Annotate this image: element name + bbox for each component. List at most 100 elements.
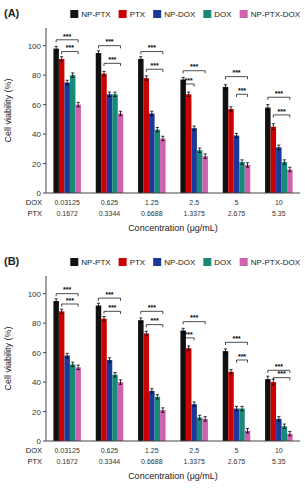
significance-label: ***	[277, 370, 285, 377]
significance-bracket	[141, 311, 163, 314]
error-bar	[240, 160, 243, 164]
y-tick	[43, 382, 46, 383]
legend-item: NP-PTX-DOX	[240, 10, 301, 19]
error-bar	[283, 424, 286, 428]
error-bar	[266, 376, 269, 382]
significance-label: ***	[105, 291, 113, 298]
category-label: 0.625	[101, 199, 119, 206]
legend-label: DOX	[214, 10, 232, 19]
legend-swatch	[203, 10, 211, 18]
category-label: 5	[235, 199, 239, 206]
significance-bracket	[237, 94, 248, 97]
significance-label: ***	[66, 297, 74, 304]
legend-label: NP-PTX-DOX	[251, 10, 301, 19]
y-tick-label: 20	[32, 160, 41, 169]
significance-bracket	[268, 97, 290, 100]
significance-bracket	[183, 84, 194, 87]
bar	[265, 379, 271, 441]
significance-bracket	[62, 304, 79, 307]
legend-label: NP-PTX	[81, 258, 111, 267]
bar	[239, 409, 245, 441]
significance-label: ***	[190, 314, 198, 321]
significance-label: ***	[275, 363, 283, 370]
error-bar	[139, 57, 142, 61]
bar	[138, 59, 144, 193]
significance-label: ***	[238, 87, 246, 94]
bar	[228, 109, 234, 193]
significance-bracket	[56, 40, 78, 43]
bar	[70, 75, 76, 193]
legend-label: NP-DOX	[164, 10, 196, 19]
category-row-label: DOX	[26, 446, 42, 455]
legend-item: DOX	[203, 10, 232, 19]
y-tick-label: 60	[32, 349, 41, 358]
category-label: 2.5	[189, 199, 199, 206]
significance-bracket	[146, 325, 163, 328]
category-label: 2.5	[189, 447, 199, 454]
significance-bracket	[104, 311, 121, 314]
category-label: 5.35	[272, 458, 286, 465]
panel-title: (B)	[4, 255, 20, 267]
error-bar	[150, 389, 153, 393]
y-tick	[43, 45, 46, 46]
significance-label: ***	[63, 286, 71, 293]
error-bar	[235, 406, 238, 410]
error-bar	[193, 402, 196, 406]
bar	[287, 169, 293, 193]
error-bar	[119, 111, 122, 115]
significance-label: ***	[150, 62, 158, 69]
category-label: 2.675	[228, 458, 246, 465]
y-tick	[43, 293, 46, 294]
y-axis-line	[46, 28, 47, 193]
error-bar	[102, 71, 105, 75]
error-bar	[246, 163, 249, 167]
category-label: 0.3344	[99, 458, 121, 465]
bar	[107, 94, 113, 193]
bar	[191, 128, 197, 193]
bar	[197, 150, 203, 193]
significance-bracket	[104, 63, 121, 66]
bar	[271, 382, 277, 441]
error-bar	[204, 154, 207, 158]
y-tick-label: 40	[32, 130, 41, 139]
error-bar	[113, 92, 116, 96]
error-bar	[288, 167, 291, 171]
significance-bracket	[98, 298, 120, 301]
error-bar	[77, 365, 80, 369]
bar	[186, 94, 192, 193]
error-bar	[272, 124, 275, 130]
bar	[75, 105, 81, 193]
x-axis-line	[46, 441, 300, 442]
category-label: 1.25	[145, 447, 159, 454]
error-bar	[145, 331, 148, 335]
significance-label: ***	[66, 44, 74, 51]
error-bar	[204, 417, 207, 421]
bar	[265, 108, 271, 193]
panel: (B)020406080100Cell viability (%)DOX0.03…	[3, 255, 301, 481]
bar	[155, 397, 161, 441]
significance-bracket	[237, 360, 248, 363]
significance-label: ***	[185, 331, 193, 338]
bar	[70, 364, 76, 441]
bar	[53, 49, 59, 193]
category-row-label: PTX	[27, 209, 42, 218]
bar	[53, 301, 59, 441]
bar	[239, 162, 245, 193]
bar	[101, 74, 107, 193]
error-bar	[193, 126, 196, 130]
significance-bracket	[183, 322, 205, 325]
y-tick-label: 0	[37, 437, 42, 446]
error-bar	[240, 406, 243, 410]
category-label: 1.3375	[183, 458, 205, 465]
legend: NP-PTXPTXNP-DOXDOXNP-PTX-DOX	[70, 258, 300, 267]
error-bar	[277, 145, 280, 149]
category-label: 0.6688	[141, 210, 163, 217]
significance-label: ***	[63, 33, 71, 40]
error-bar	[55, 46, 58, 50]
panel: (A)020406080100Cell viability (%)DOX0.03…	[3, 7, 301, 233]
bar	[202, 156, 208, 193]
error-bar	[150, 111, 153, 115]
significance-label: ***	[185, 77, 193, 84]
y-tick	[43, 193, 46, 194]
legend-swatch	[153, 258, 161, 266]
